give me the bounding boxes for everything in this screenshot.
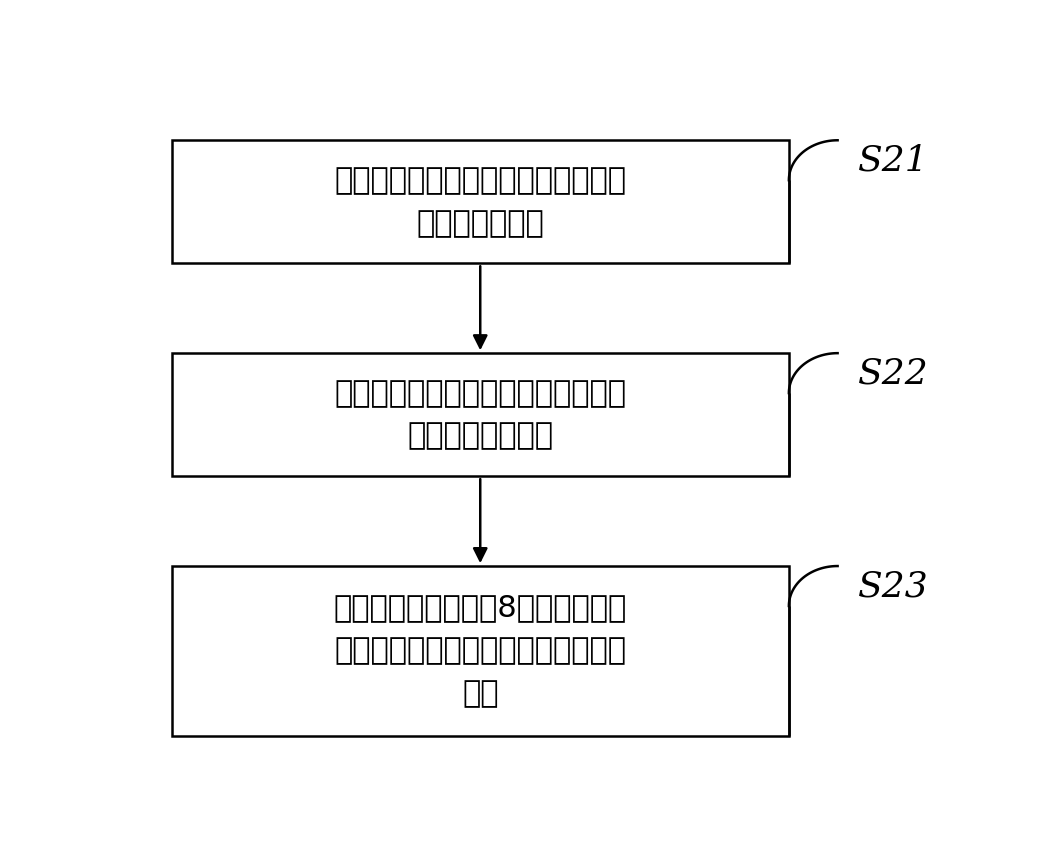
FancyBboxPatch shape bbox=[172, 566, 789, 736]
Text: S22: S22 bbox=[858, 356, 929, 391]
Text: S23: S23 bbox=[858, 569, 929, 603]
Text: S21: S21 bbox=[858, 143, 929, 177]
Text: 分别取得出生年、月、日和当前使用
时间对应的小时: 分别取得出生年、月、日和当前使用 时间对应的小时 bbox=[334, 166, 627, 238]
FancyBboxPatch shape bbox=[172, 353, 789, 476]
Text: 将出生年、月、日和当前使用时间对
应的小时进行相加: 将出生年、月、日和当前使用时间对 应的小时进行相加 bbox=[334, 378, 627, 451]
Text: 将相加得到的和除以8得到目标数据
，并依据所述目标数据得到所述目标
方位: 将相加得到的和除以8得到目标数据 ，并依据所述目标数据得到所述目标 方位 bbox=[333, 594, 627, 708]
FancyBboxPatch shape bbox=[172, 140, 789, 264]
